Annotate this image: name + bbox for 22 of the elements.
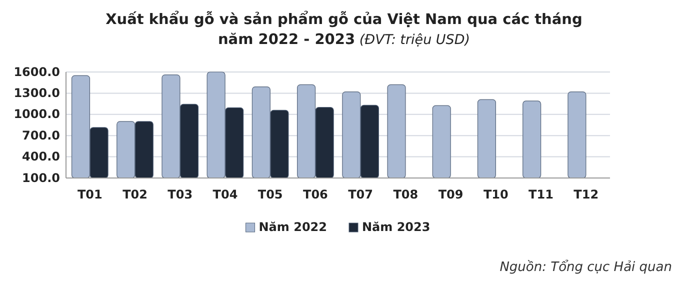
y-tick-label: 1000.0: [14, 107, 60, 122]
y-tick-label: 1300.0: [14, 86, 60, 100]
legend-label: Năm 2022: [258, 220, 327, 234]
text: Nguồn: Tổng cục Hải quan: [500, 259, 672, 275]
x-tick-label: T01: [77, 188, 102, 202]
x-tick-label: T04: [212, 188, 238, 202]
x-tick-label: T12: [574, 188, 599, 202]
x-tick-label: T09: [438, 188, 464, 202]
x-tick-label: T11: [528, 188, 554, 202]
x-tick-label: T02: [122, 188, 148, 202]
y-tick-label: 1600.0: [14, 64, 60, 79]
y-tick-label: 700.0: [22, 128, 60, 142]
y-tick-label: 100.0: [22, 170, 60, 185]
x-tick-label: T05: [258, 188, 283, 202]
y-tick-label: 400.0: [22, 150, 60, 164]
x-tick-label: T08: [393, 188, 418, 202]
x-tick-label: T10: [483, 188, 508, 202]
chart-title: Xuất khẩu gỗ và sản phẩm gỗ của Việt Nam qua các tháng năm 2022 - 2023 (ĐVT: triệu USD): [106, 10, 582, 48]
x-tick-label: T06: [303, 188, 328, 202]
x-tick-label: T07: [348, 188, 373, 202]
legend-label: Năm 2023: [362, 220, 430, 234]
x-tick-label: T03: [168, 188, 193, 202]
